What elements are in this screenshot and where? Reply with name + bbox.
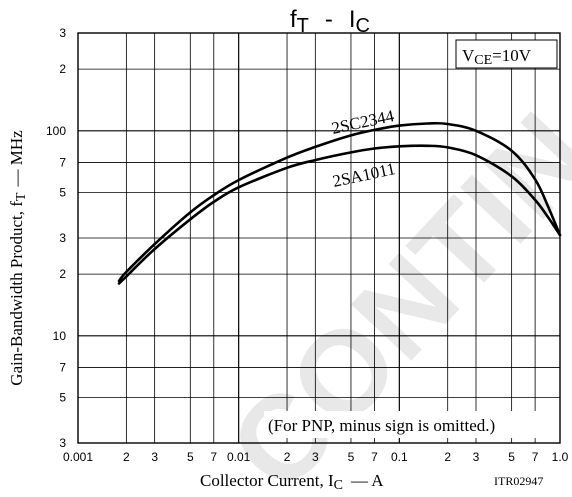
title-second-sub: C bbox=[356, 15, 370, 37]
plot-frame bbox=[77, 32, 561, 444]
y-axis-label: Gain-Bandwidth Product, fT — MHz bbox=[7, 130, 29, 386]
plot-frame-rect bbox=[77, 32, 561, 444]
x-tick-label: 5 bbox=[508, 450, 515, 464]
y-axis-label-pre: Gain-Bandwidth Product, f bbox=[7, 201, 26, 386]
x-tick-label: 0.001 bbox=[63, 450, 93, 464]
x-tick-label: 2 bbox=[123, 450, 130, 464]
pnp-note: (For PNP, minus sign is omitted.) bbox=[268, 416, 495, 435]
x-tick-labels: 0.001 2 3 5 7 0.01 2 3 5 7 0.1 2 3 5 7 1.0 bbox=[63, 450, 569, 464]
y-tick-label: 3 bbox=[59, 436, 66, 450]
condition-label: VCE=10V bbox=[462, 46, 532, 68]
condition-post: =10V bbox=[492, 46, 532, 65]
y-tick-labels: 3 5 7 10 2 3 5 7 100 2 3 bbox=[46, 26, 66, 450]
x-tick-label: 0.01 bbox=[227, 450, 251, 464]
y-tick-label: 5 bbox=[59, 186, 66, 200]
x-axis-label: Collector Current, IC — A bbox=[200, 471, 384, 493]
grid bbox=[78, 33, 560, 443]
title-second: I bbox=[349, 6, 356, 33]
x-axis-label-pre: Collector Current, I bbox=[200, 471, 334, 490]
x-tick-label: 3 bbox=[312, 450, 319, 464]
y-tick-label: 7 bbox=[59, 361, 66, 375]
title-dash: - bbox=[325, 6, 333, 33]
y-tick-label: 5 bbox=[59, 391, 66, 405]
x-tick-label: 2 bbox=[284, 450, 291, 464]
y-tick-label: 2 bbox=[59, 62, 66, 76]
y-tick-label: 100 bbox=[46, 124, 66, 138]
title-main: f bbox=[290, 6, 297, 33]
x-tick-label: 5 bbox=[187, 450, 194, 464]
y-axis-label-post: — MHz bbox=[7, 130, 26, 188]
y-tick-label: 3 bbox=[59, 231, 66, 245]
chart-title: fT - IC bbox=[290, 6, 370, 37]
x-tick-label: 3 bbox=[151, 450, 158, 464]
y-axis-label-sub: T bbox=[14, 192, 29, 201]
y-tick-label: 2 bbox=[59, 267, 66, 281]
series-line-2SA1011 bbox=[117, 144, 562, 285]
title-main-sub: T bbox=[297, 15, 309, 37]
figure-code: ITR02947 bbox=[494, 474, 543, 488]
condition-pre: V bbox=[462, 46, 475, 65]
series-line-2SC2344 bbox=[117, 121, 562, 283]
x-tick-label: 7 bbox=[210, 450, 217, 464]
x-tick-label: 5 bbox=[348, 450, 355, 464]
x-tick-label: 0.1 bbox=[391, 450, 408, 464]
series-label-2SA1011: 2SA1011 bbox=[331, 159, 397, 191]
series-layer bbox=[117, 121, 562, 285]
x-tick-label: 1.0 bbox=[552, 450, 569, 464]
x-axis-label-sub: C bbox=[334, 478, 343, 493]
x-tick-label: 7 bbox=[532, 450, 539, 464]
condition-sub: CE bbox=[474, 53, 492, 68]
x-tick-label: 7 bbox=[371, 450, 378, 464]
condition-box bbox=[455, 39, 558, 69]
y-tick-label: 3 bbox=[59, 26, 66, 40]
y-tick-label: 7 bbox=[59, 156, 66, 170]
x-axis-label-post: — A bbox=[350, 471, 384, 490]
x-tick-label: 2 bbox=[444, 450, 451, 464]
y-tick-label: 10 bbox=[53, 329, 67, 343]
note-box bbox=[264, 411, 555, 438]
x-tick-label: 3 bbox=[473, 450, 480, 464]
